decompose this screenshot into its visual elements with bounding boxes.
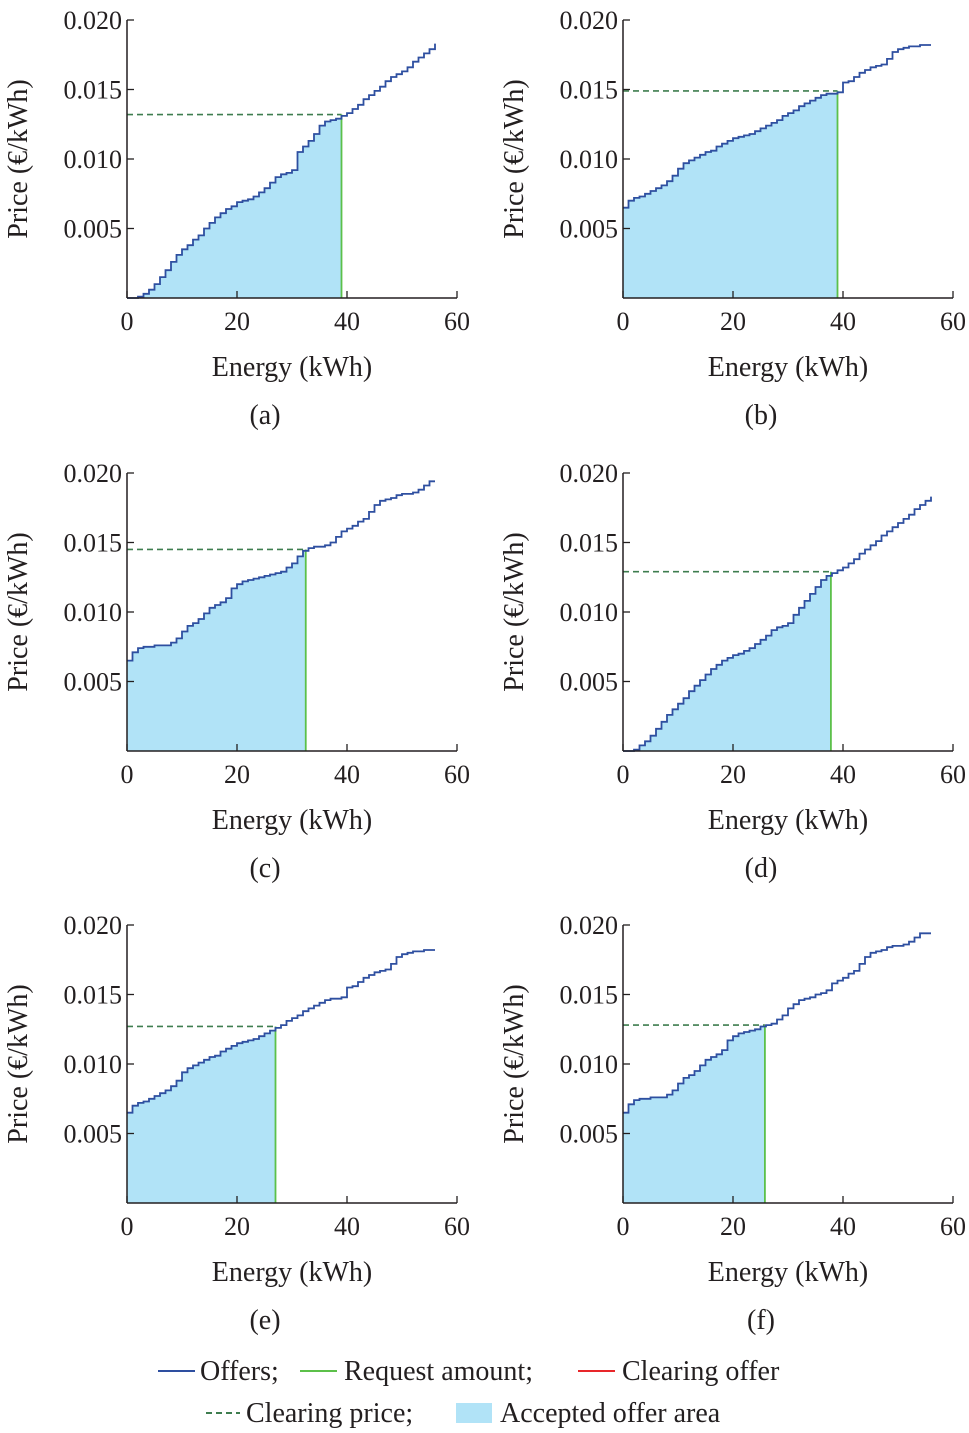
y-tick-label: 0.005 <box>560 668 619 697</box>
y-tick-label: 0.015 <box>64 981 123 1010</box>
x-tick-label: 20 <box>224 1212 250 1241</box>
y-axis-label: Price (€/kWh) <box>499 532 530 691</box>
y-tick-label: 0.015 <box>64 529 123 558</box>
y-tick-label: 0.020 <box>64 459 123 488</box>
x-tick-label: 60 <box>444 1212 470 1241</box>
x-axis-label: Energy (kWh) <box>212 805 372 836</box>
x-tick-label: 20 <box>720 307 746 336</box>
accepted-offer-area <box>623 575 831 751</box>
x-tick-label: 60 <box>940 760 966 789</box>
legend-offers-label: Offers; <box>200 1356 279 1387</box>
y-tick-label: 0.020 <box>560 6 619 35</box>
x-tick-label: 20 <box>224 307 250 336</box>
x-tick-label: 0 <box>121 307 134 336</box>
x-tick-label: 60 <box>940 307 966 336</box>
offers-line <box>623 932 931 1114</box>
y-tick-label: 0.020 <box>64 911 123 940</box>
chart-panel: 0 20 40 60 0.005 0.010 0.015 0.020 Energy (kWh) P… <box>499 6 966 431</box>
x-axis-label: Energy (kWh) <box>708 1257 868 1288</box>
legend: Offers; Request amount; Clearing offer C… <box>158 1356 780 1429</box>
x-axis-label: Energy (kWh) <box>212 1257 372 1288</box>
y-tick-label: 0.015 <box>64 76 123 105</box>
panel-label: (e) <box>249 1305 280 1336</box>
y-tick-label: 0.010 <box>64 1050 123 1079</box>
x-tick-label: 40 <box>334 1212 360 1241</box>
y-tick-label: 0.015 <box>560 76 619 105</box>
accepted-offer-area <box>127 550 306 751</box>
x-axis-label: Energy (kWh) <box>708 352 868 383</box>
x-axis-label: Energy (kWh) <box>708 805 868 836</box>
x-tick-label: 40 <box>830 1212 856 1241</box>
offers-line <box>127 480 435 662</box>
x-tick-label: 20 <box>720 1212 746 1241</box>
y-tick-label: 0.015 <box>560 981 619 1010</box>
accepted-offer-area <box>623 1026 765 1203</box>
legend-clearing-price-label: Clearing price; <box>246 1398 413 1429</box>
y-tick-label: 0.015 <box>560 529 619 558</box>
accepted-offer-area <box>127 1027 276 1203</box>
chart-panel: 0 20 40 60 0.005 0.010 0.015 0.020 Energy (kWh) P… <box>3 6 470 431</box>
y-axis-label: Price (€/kWh) <box>499 79 530 238</box>
x-tick-label: 40 <box>830 760 856 789</box>
legend-accepted-area-swatch <box>456 1403 492 1423</box>
y-tick-label: 0.005 <box>64 668 123 697</box>
x-tick-label: 0 <box>121 760 134 789</box>
y-tick-label: 0.005 <box>64 1120 123 1149</box>
panel-label: (f) <box>747 1305 775 1336</box>
x-tick-label: 0 <box>617 307 630 336</box>
y-axis-label: Price (€/kWh) <box>3 532 34 691</box>
chart-panel: 0 20 40 60 0.005 0.010 0.015 0.020 Energy (kWh) P… <box>499 459 966 884</box>
x-tick-label: 40 <box>334 307 360 336</box>
chart-panel: 0 20 40 60 0.005 0.010 0.015 0.020 Energy (kWh) P… <box>3 459 470 884</box>
offers-line <box>127 43 436 299</box>
y-tick-label: 0.010 <box>560 1050 619 1079</box>
y-tick-label: 0.010 <box>64 145 123 174</box>
offers-line <box>623 496 932 752</box>
y-tick-label: 0.020 <box>560 911 619 940</box>
y-axis-label: Price (€/kWh) <box>3 79 34 238</box>
y-tick-label: 0.020 <box>560 459 619 488</box>
chart-panel: 0 20 40 60 0.005 0.010 0.015 0.020 Energy (kWh) P… <box>3 911 470 1336</box>
x-axis-label: Energy (kWh) <box>212 352 372 383</box>
offers-line <box>623 44 931 209</box>
x-tick-label: 0 <box>121 1212 134 1241</box>
accepted-offer-area <box>623 92 838 298</box>
panel-label: (c) <box>249 853 280 884</box>
panel-label: (d) <box>745 853 778 884</box>
x-tick-label: 60 <box>444 307 470 336</box>
legend-accepted-area-label: Accepted offer area <box>500 1398 721 1429</box>
panel-label: (a) <box>249 400 280 431</box>
y-tick-label: 0.005 <box>560 215 619 244</box>
x-tick-label: 0 <box>617 1212 630 1241</box>
legend-clearing-offer-label: Clearing offer <box>622 1356 780 1387</box>
offers-line <box>127 949 435 1114</box>
y-tick-label: 0.010 <box>560 145 619 174</box>
chart-panels: 0 20 40 60 0.005 0.010 0.015 0.020 Energy (kWh) P… <box>3 6 966 1336</box>
y-tick-label: 0.005 <box>560 1120 619 1149</box>
x-tick-label: 20 <box>720 760 746 789</box>
x-tick-label: 20 <box>224 760 250 789</box>
x-tick-label: 40 <box>830 307 856 336</box>
y-tick-label: 0.020 <box>64 6 123 35</box>
y-tick-label: 0.010 <box>560 598 619 627</box>
x-tick-label: 40 <box>334 760 360 789</box>
y-tick-label: 0.005 <box>64 215 123 244</box>
y-axis-label: Price (€/kWh) <box>3 984 34 1143</box>
y-tick-label: 0.010 <box>64 598 123 627</box>
x-tick-label: 60 <box>940 1212 966 1241</box>
y-axis-label: Price (€/kWh) <box>499 984 530 1143</box>
chart-panel: 0 20 40 60 0.005 0.010 0.015 0.020 Energy (kWh) P… <box>499 911 966 1336</box>
legend-request-label: Request amount; <box>344 1356 533 1387</box>
x-tick-label: 60 <box>444 760 470 789</box>
panel-label: (b) <box>745 400 778 431</box>
x-tick-label: 0 <box>617 760 630 789</box>
